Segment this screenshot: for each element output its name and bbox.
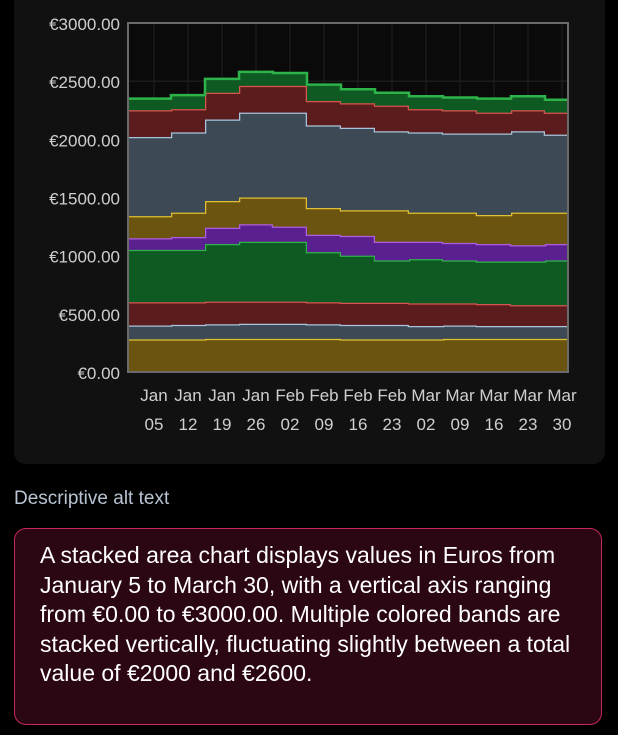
x-tick-month: Mar [479, 386, 509, 405]
x-tick-day: 09 [451, 415, 470, 434]
x-tick-month: Feb [343, 386, 372, 405]
area-band-4 [128, 241, 568, 306]
area-band-9 [128, 71, 568, 113]
x-tick-day: 26 [247, 415, 266, 434]
x-tick-month: Jan [140, 386, 167, 405]
x-tick-month: Mar [445, 386, 475, 405]
y-tick-label: €1000.00 [49, 248, 120, 267]
alt-text-heading: Descriptive alt text [14, 488, 170, 509]
x-tick-day: 23 [383, 415, 402, 434]
y-tick-label: €3000.00 [49, 15, 120, 34]
y-tick-label: €500.00 [59, 306, 120, 325]
x-tick-month: Jan [208, 386, 235, 405]
x-tick-month: Feb [309, 386, 338, 405]
x-tick-day: 02 [417, 415, 436, 434]
x-tick-day: 16 [349, 415, 368, 434]
area-band-1 [128, 338, 568, 372]
x-tick-day: 30 [553, 415, 572, 434]
x-tick-month: Feb [377, 386, 406, 405]
x-tick-month: Mar [547, 386, 577, 405]
x-tick-month: Mar [513, 386, 543, 405]
x-tick-day: 16 [485, 415, 504, 434]
alt-text-box[interactable]: A stacked area chart displays values in … [14, 528, 602, 725]
area-band-2 [128, 323, 568, 340]
x-tick-day: 19 [213, 415, 232, 434]
x-tick-month: Jan [242, 386, 269, 405]
x-tick-day: 23 [519, 415, 538, 434]
x-tick-day: 12 [179, 415, 198, 434]
alt-text-content: A stacked area chart displays values in … [40, 542, 571, 686]
area-band-8 [128, 85, 568, 138]
area-band-5 [128, 224, 568, 262]
area-line-9 [128, 70, 568, 102]
area-band-6 [128, 197, 568, 246]
x-tick-day: 09 [315, 415, 334, 434]
area-band-3 [128, 301, 568, 327]
x-tick-month: Feb [275, 386, 304, 405]
x-tick-month: Mar [411, 386, 441, 405]
x-tick-month: Jan [174, 386, 201, 405]
y-tick-label: €1500.00 [49, 190, 120, 209]
x-tick-day: 02 [281, 415, 300, 434]
area-band-7 [128, 112, 568, 217]
y-tick-label: €2500.00 [49, 73, 120, 92]
x-tick-day: 05 [145, 415, 164, 434]
stacked-area-chart: €0.00 €500.00 €1000.00 €1500.00 €2000.00 €250… [49, 15, 577, 434]
y-tick-label: €0.00 [77, 364, 120, 383]
plot-border [127, 22, 569, 373]
y-tick-label: €2000.00 [49, 131, 120, 150]
